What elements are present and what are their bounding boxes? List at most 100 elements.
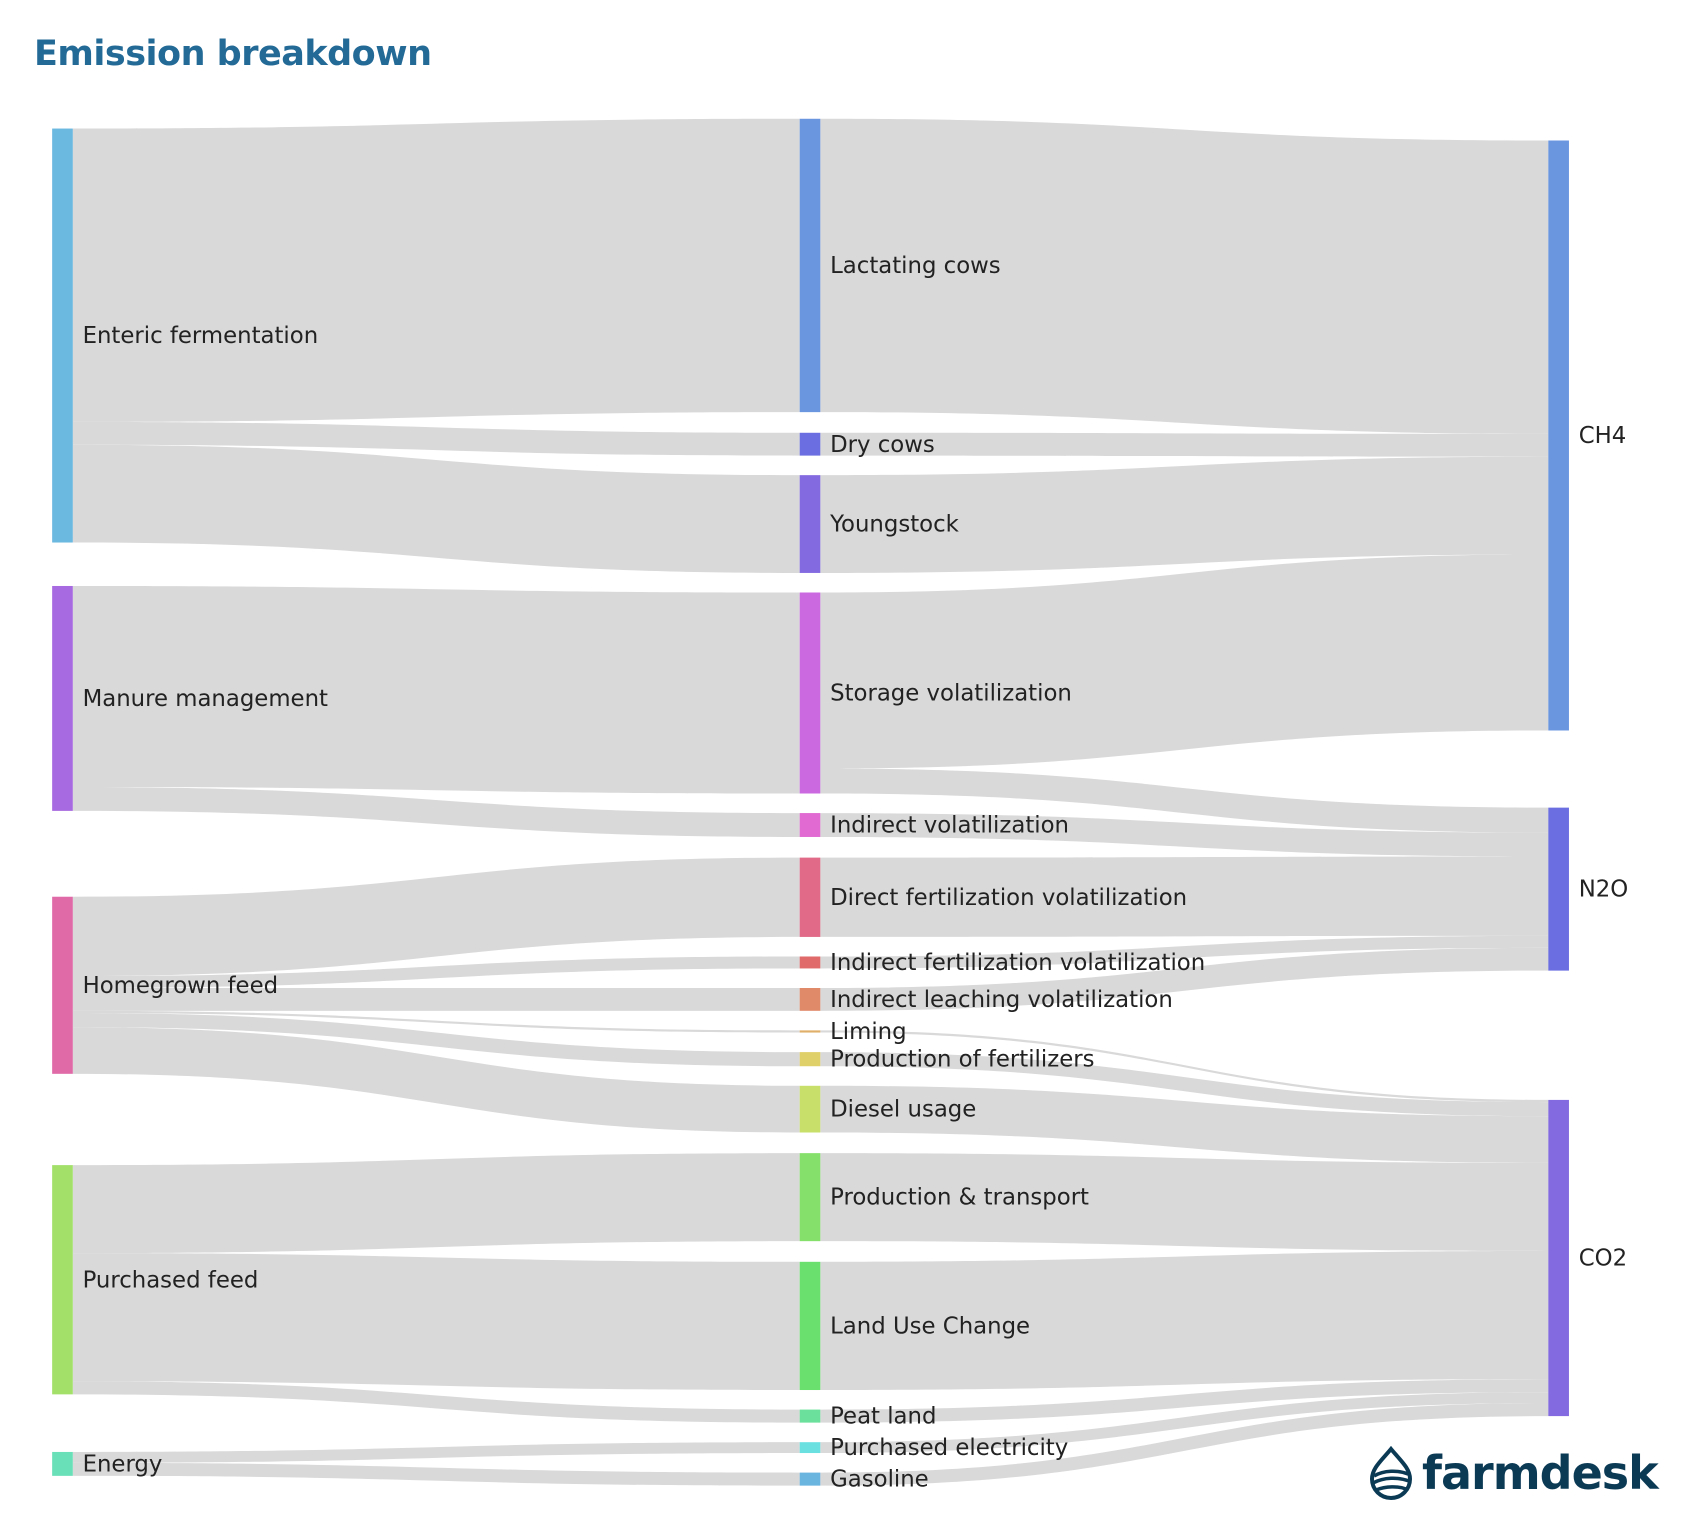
sankey-node-bar[interactable] <box>799 1472 821 1486</box>
sankey-node[interactable]: Gasoline <box>799 1467 929 1493</box>
sankey-link[interactable] <box>820 432 1549 457</box>
sankey-node-label: N2O <box>1579 877 1629 903</box>
sankey-link[interactable] <box>820 768 1549 833</box>
sankey-node-label: Purchased electricity <box>830 1435 1068 1461</box>
sankey-links <box>72 118 1549 1486</box>
sankey-node-bar[interactable] <box>52 1165 73 1395</box>
sankey-node[interactable]: Dry cows <box>799 432 935 458</box>
sankey-link[interactable] <box>820 118 1549 434</box>
sankey-link[interactable] <box>820 1403 1549 1486</box>
sankey-node[interactable]: Lactating cows <box>799 118 1001 413</box>
sankey-link[interactable] <box>820 935 1549 969</box>
sankey-node-label: Manure management <box>83 686 328 712</box>
sankey-link[interactable] <box>72 1381 800 1423</box>
sankey-node-bar[interactable] <box>799 1085 821 1133</box>
sankey-node-bar[interactable] <box>52 896 73 1074</box>
sankey-node-bar[interactable] <box>52 585 73 811</box>
sankey-node-bar[interactable] <box>799 988 821 1011</box>
sankey-node-label: Gasoline <box>830 1467 929 1493</box>
chart-title: Emission breakdown <box>34 34 432 74</box>
sankey-node-bar[interactable] <box>799 956 821 969</box>
sankey-link[interactable] <box>820 1379 1549 1423</box>
sankey-node-bar[interactable] <box>799 118 821 413</box>
sankey-node-bar[interactable] <box>799 1261 821 1391</box>
sankey-node[interactable]: Indirect fertilization volatilization <box>799 950 1206 976</box>
sankey-link[interactable] <box>72 1012 800 1067</box>
sankey-node-bar[interactable] <box>799 813 821 837</box>
sankey-link[interactable] <box>820 1052 1549 1117</box>
sankey-link[interactable] <box>72 857 800 977</box>
sankey-node[interactable]: Energy <box>52 1451 162 1477</box>
sankey-node-label: Production & transport <box>830 1185 1089 1211</box>
sankey-node-bar[interactable] <box>52 128 73 543</box>
sankey-node-bar[interactable] <box>799 1442 821 1454</box>
sankey-node[interactable]: Production & transport <box>799 1153 1089 1242</box>
sankey-node[interactable]: Enteric fermentation <box>52 128 319 543</box>
sankey-node-label: CH4 <box>1579 423 1627 449</box>
sankey-node-label: Production of fertilizers <box>830 1047 1094 1073</box>
sankey-node-label: Liming <box>830 1019 907 1045</box>
sankey-node-bar[interactable] <box>799 1153 821 1242</box>
sankey-link[interactable] <box>820 1085 1549 1163</box>
sankey-link[interactable] <box>820 1153 1549 1251</box>
sankey-node-label: Enteric fermentation <box>83 323 319 349</box>
sankey-link[interactable] <box>72 1462 800 1486</box>
sankey-node-bar[interactable] <box>799 432 821 456</box>
sankey-node[interactable]: Production of fertilizers <box>799 1047 1095 1073</box>
sankey-link[interactable] <box>820 554 1549 769</box>
sankey-node[interactable]: Peat land <box>799 1404 937 1430</box>
sankey-node-bar[interactable] <box>799 592 821 794</box>
sankey-link[interactable] <box>820 1392 1549 1454</box>
sankey-link[interactable] <box>72 1027 800 1133</box>
sankey-node[interactable]: Youngstock <box>799 475 960 573</box>
sankey-link[interactable] <box>72 1153 800 1254</box>
sankey-nodes: Enteric fermentation Manure management Hom… <box>52 118 1629 1493</box>
sankey-node-label: Peat land <box>830 1404 936 1430</box>
sankey-node-label: Storage volatilization <box>830 681 1072 707</box>
sankey-node-label: Lactating cows <box>830 253 1001 279</box>
sankey-node-label: CO2 <box>1579 1246 1627 1272</box>
sankey-node[interactable]: Purchased feed <box>52 1165 258 1395</box>
sankey-node-label: Indirect volatilization <box>830 813 1069 839</box>
sankey-node-bar[interactable] <box>799 857 821 937</box>
sankey-node[interactable]: Manure management <box>52 585 328 811</box>
sankey-node[interactable]: Direct fertilization volatilization <box>799 857 1187 937</box>
sankey-link[interactable] <box>72 444 800 573</box>
sankey-link[interactable] <box>72 1442 800 1463</box>
sankey-link[interactable] <box>72 118 800 422</box>
sankey-node-bar[interactable] <box>1548 807 1569 971</box>
sankey-link[interactable] <box>820 813 1549 857</box>
sankey-link[interactable] <box>820 1030 1549 1103</box>
sankey-link[interactable] <box>820 1250 1549 1391</box>
sankey-node-bar[interactable] <box>1548 140 1569 731</box>
sankey-node-bar[interactable] <box>52 1451 73 1476</box>
sankey-node-bar[interactable] <box>799 475 821 573</box>
sankey-node-label: Energy <box>83 1451 163 1477</box>
sankey-node[interactable]: Purchased electricity <box>799 1435 1069 1461</box>
sankey-node[interactable]: CO2 <box>1548 1099 1627 1417</box>
sankey-link[interactable] <box>72 1253 800 1391</box>
sankey-link[interactable] <box>72 786 800 837</box>
sankey-link[interactable] <box>72 988 800 1011</box>
sankey-link[interactable] <box>72 421 800 456</box>
sankey-link[interactable] <box>820 856 1549 937</box>
sankey-link[interactable] <box>820 947 1549 1011</box>
sankey-node[interactable]: Homegrown feed <box>52 896 278 1074</box>
sankey-node[interactable]: Storage volatilization <box>799 592 1072 794</box>
sankey-node-label: Indirect leaching volatilization <box>830 987 1173 1013</box>
sankey-node-bar[interactable] <box>799 1030 821 1033</box>
sankey-node[interactable]: Liming <box>799 1019 907 1045</box>
sankey-link[interactable] <box>72 585 800 794</box>
sankey-node-bar[interactable] <box>799 1052 821 1067</box>
sankey-node[interactable]: N2O <box>1548 807 1629 971</box>
sankey-link[interactable] <box>72 1010 800 1033</box>
sankey-node[interactable]: Indirect leaching volatilization <box>799 987 1173 1013</box>
sankey-link[interactable] <box>820 456 1549 573</box>
sankey-node[interactable]: Indirect volatilization <box>799 813 1069 839</box>
sankey-node[interactable]: Land Use Change <box>799 1261 1030 1391</box>
sankey-node[interactable]: Diesel usage <box>799 1085 977 1133</box>
sankey-node[interactable]: CH4 <box>1548 140 1627 731</box>
sankey-node-bar[interactable] <box>1548 1099 1569 1417</box>
sankey-node-bar[interactable] <box>799 1409 821 1423</box>
sankey-link[interactable] <box>72 956 800 988</box>
